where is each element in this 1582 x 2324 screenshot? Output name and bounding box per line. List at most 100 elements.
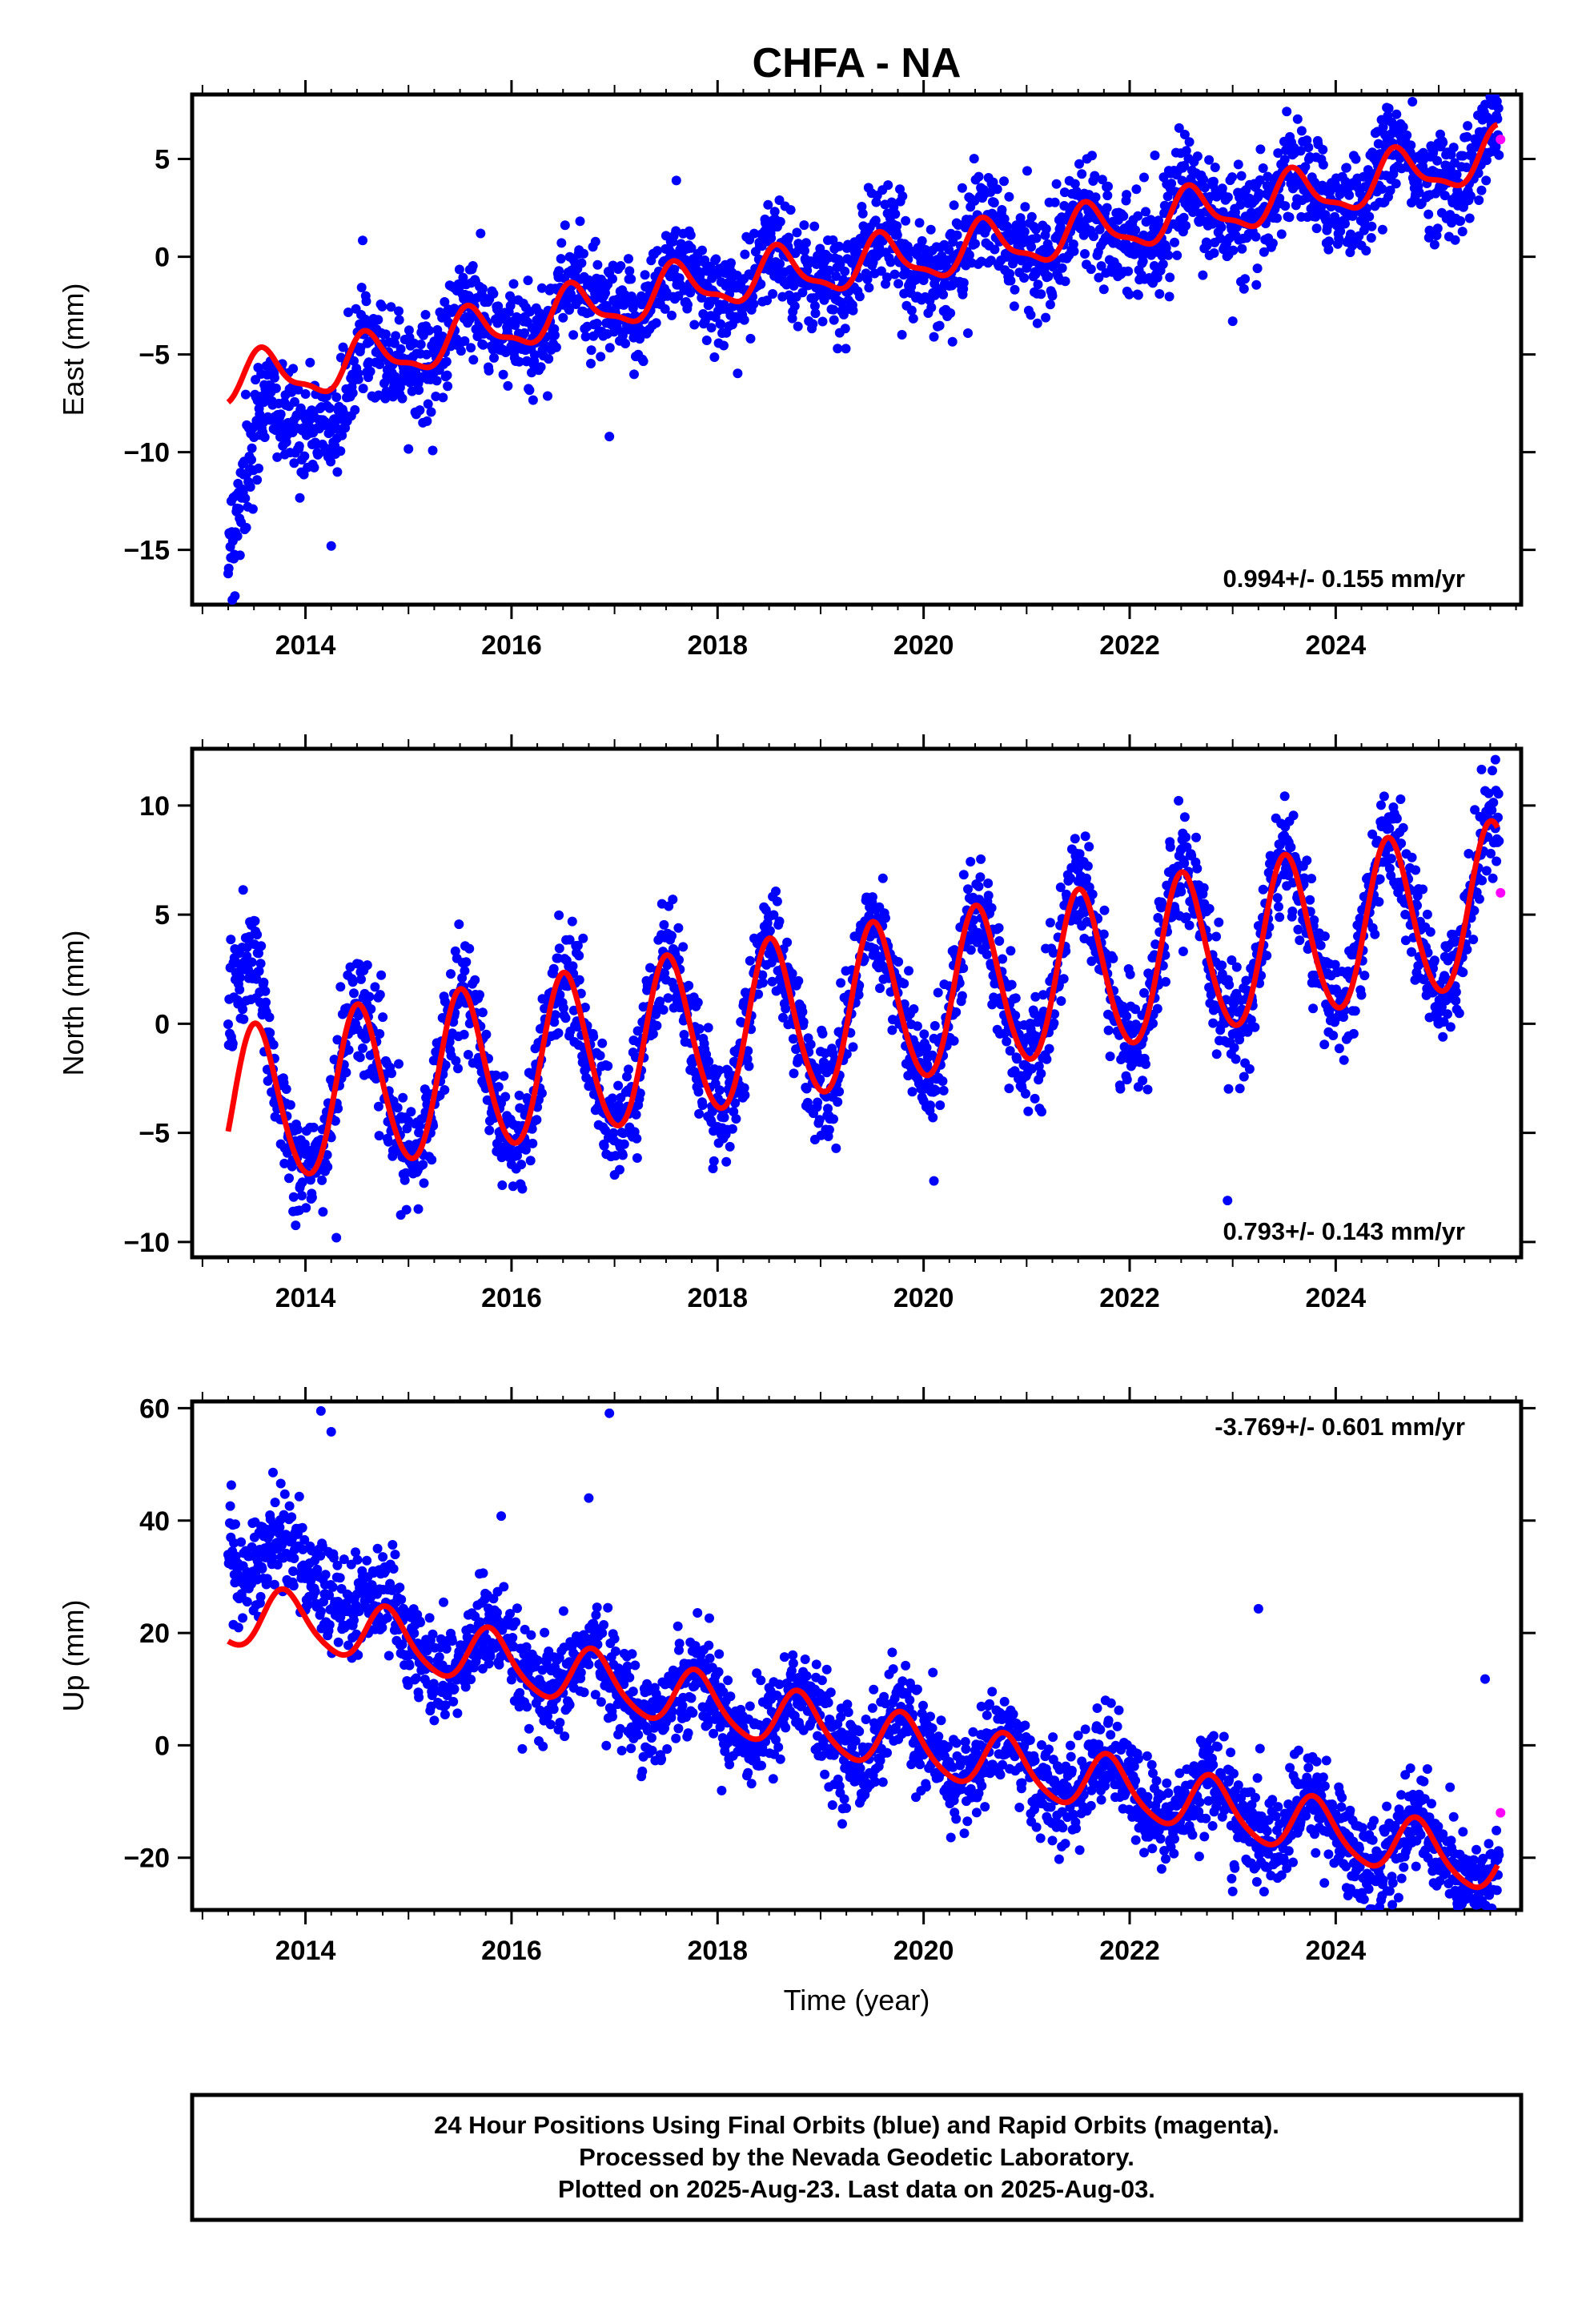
data-point [840, 324, 850, 334]
data-point [1323, 244, 1334, 255]
data-point [988, 177, 998, 187]
data-point [848, 1042, 858, 1052]
data-point [753, 989, 764, 999]
data-point [1198, 270, 1208, 280]
data-point [1480, 99, 1490, 110]
data-point [694, 1023, 705, 1034]
data-point [772, 896, 782, 907]
data-point [240, 389, 251, 400]
data-point [912, 1021, 922, 1031]
data-point [460, 336, 470, 346]
data-point [443, 381, 453, 392]
data-point [1184, 920, 1195, 931]
data-point [1258, 163, 1268, 173]
data-point [1450, 235, 1460, 245]
data-point [1070, 179, 1080, 189]
data-point [252, 475, 263, 485]
data-point [683, 300, 693, 310]
data-point [853, 990, 864, 1000]
data-point [488, 288, 499, 299]
data-point [835, 259, 845, 270]
data-point [375, 1029, 385, 1039]
data-point [301, 1203, 311, 1213]
data-point [767, 976, 777, 987]
data-point [1019, 227, 1030, 237]
data-point [1423, 232, 1434, 243]
up-y-tick-label: −20 [123, 1844, 170, 1874]
data-point [317, 1175, 327, 1185]
data-point [1174, 123, 1184, 133]
data-point [514, 356, 524, 367]
data-point [1359, 219, 1370, 229]
data-point [551, 342, 561, 352]
data-point [1370, 929, 1380, 939]
east-x-tick-label: 2022 [1099, 630, 1160, 661]
data-point [1446, 150, 1456, 160]
data-point [1359, 225, 1369, 235]
data-point [299, 451, 310, 461]
data-point [568, 330, 579, 340]
data-point [335, 352, 346, 363]
data-point [1344, 190, 1355, 200]
data-point [333, 1104, 343, 1114]
data-point [1105, 1051, 1115, 1062]
data-point [632, 1153, 642, 1163]
data-point [520, 1144, 531, 1155]
data-point [1398, 122, 1408, 132]
data-point [1050, 1009, 1060, 1019]
data-point [1138, 256, 1148, 267]
data-point [658, 1005, 669, 1015]
data-point [464, 943, 475, 954]
data-point [1139, 987, 1149, 998]
data-point [1031, 1031, 1042, 1042]
data-point [361, 296, 371, 307]
data-point [370, 982, 380, 992]
up-final-orbit-points [223, 1405, 1504, 1910]
east-y-tick-label: −10 [123, 438, 170, 468]
north-rapid-orbit-point [1496, 887, 1506, 898]
data-point [928, 1112, 938, 1123]
data-point [515, 1103, 525, 1113]
data-point [1037, 1107, 1046, 1117]
data-point [349, 356, 359, 366]
data-point [508, 279, 519, 289]
data-point [1319, 1039, 1330, 1050]
data-point [1374, 897, 1384, 907]
north-x-tick-label: 2024 [1306, 1283, 1367, 1313]
data-point [1456, 215, 1466, 226]
data-point [405, 377, 416, 388]
data-point [635, 1088, 645, 1099]
data-point [604, 343, 615, 353]
data-point [358, 384, 368, 394]
data-point [256, 941, 267, 951]
data-point [1045, 918, 1055, 928]
data-point [1012, 1054, 1022, 1064]
data-point [254, 966, 264, 976]
data-point [259, 432, 270, 442]
data-point [1425, 927, 1435, 937]
data-point [1474, 195, 1484, 205]
data-point [285, 1100, 295, 1110]
data-point [1152, 1003, 1162, 1014]
data-point [1239, 1072, 1249, 1082]
data-point [290, 396, 299, 407]
data-point [261, 997, 271, 1007]
data-point [801, 238, 811, 248]
data-point [275, 409, 286, 420]
data-point [700, 255, 710, 265]
data-point [1319, 931, 1330, 942]
data-point [456, 346, 466, 356]
data-point [264, 1012, 275, 1023]
data-point [814, 1115, 825, 1125]
data-point [378, 1012, 388, 1023]
data-point [269, 372, 279, 383]
data-point [268, 1039, 279, 1050]
data-point [685, 230, 696, 240]
data-point [343, 1045, 354, 1055]
data-point [1272, 893, 1283, 903]
data-point [1493, 789, 1504, 799]
data-point [532, 1115, 542, 1125]
data-point [332, 467, 343, 477]
data-point [787, 968, 797, 979]
data-point [335, 446, 346, 456]
